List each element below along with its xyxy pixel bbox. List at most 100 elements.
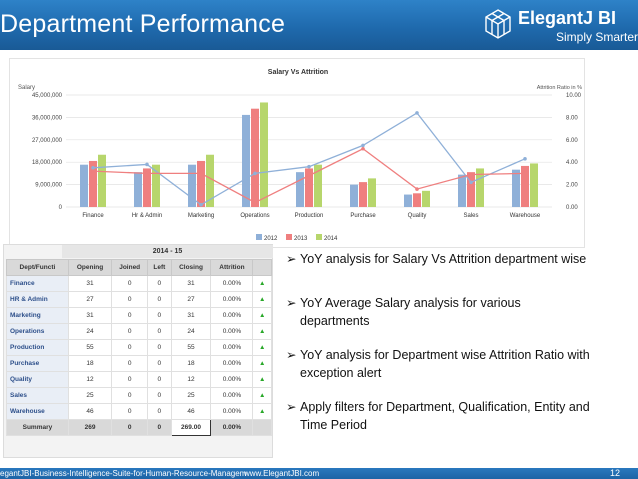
cell-left: 0 (147, 307, 172, 324)
cell-attrition: 0.00% (210, 355, 254, 372)
attrition-point-2013 (361, 146, 365, 151)
cell-opening: 24 (67, 323, 113, 340)
x-tick-label: Quality (408, 213, 427, 219)
y2-tick-label: 2.00 (566, 183, 578, 189)
x-tick-label: Production (295, 213, 324, 219)
arrow-bullet-icon: ➢ (286, 348, 297, 362)
cell-opening: 55 (67, 339, 113, 356)
attrition-point-2012 (361, 143, 365, 148)
attrition-point-2012 (91, 166, 95, 170)
cell-left: 0 (147, 323, 172, 340)
summary-joined: 0 (111, 419, 149, 436)
table-period: 2014 - 15 (62, 245, 273, 258)
bar-2014-operations (260, 102, 268, 207)
cell-closing: 46 (170, 403, 212, 420)
bar-2014-hr-admin (152, 164, 160, 207)
header-dept[interactable]: Dept/Functi (6, 259, 69, 276)
cell-left: 0 (147, 371, 172, 388)
cell-attrition: 0.00% (210, 387, 254, 404)
summary-opening: 269 (67, 419, 113, 436)
cell-left: 0 (147, 291, 172, 308)
bar-2014-sales (476, 168, 484, 207)
attrition-point-2013 (415, 187, 419, 191)
bullet-text: YoY Average Salary analysis for various … (300, 296, 521, 328)
bar-2013-finance (89, 160, 97, 207)
cell-closing: 18 (170, 355, 212, 372)
cell-closing: 12 (170, 371, 212, 388)
brand-name: ElegantJ BI (518, 8, 617, 28)
bar-2012-quality (404, 194, 412, 207)
cell-attrition: 0.00% (210, 403, 254, 420)
cell-dept[interactable]: Sales (6, 387, 69, 404)
header-attrition[interactable]: Attrition (210, 259, 254, 276)
cell-dept[interactable]: Quality (6, 371, 69, 388)
cell-joined: 0 (111, 291, 149, 308)
bar-2012-purchase (350, 184, 358, 207)
bar-2013-marketing (197, 160, 205, 207)
cell-opening: 46 (67, 403, 113, 420)
attrition-point-2013 (253, 200, 257, 205)
y2-tick-label: 10.00 (566, 93, 582, 99)
bar-2012-production (296, 172, 304, 207)
attrition-point-2012 (199, 202, 203, 207)
cell-dept[interactable]: Purchase (6, 355, 69, 372)
slide-footer: egantJBI-Business-Intelligence-Suite-for… (0, 468, 638, 479)
x-tick-label: Finance (82, 213, 104, 219)
cell-attrition: 0.00% (210, 275, 254, 292)
cell-dept[interactable]: Marketing (6, 307, 69, 324)
bar-2013-hr-admin (143, 168, 151, 207)
cell-dept[interactable]: Warehouse (6, 403, 69, 420)
header-joined[interactable]: Joined (111, 259, 149, 276)
cell-closing: 55 (170, 339, 212, 356)
y-tick-label: 36,000,000 (32, 115, 63, 121)
arrow-bullet-icon: ➢ (286, 252, 297, 266)
cell-dept[interactable]: HR & Admin (6, 291, 69, 308)
table-row: Production 55 0 0 55 0.00% ▲ (6, 339, 272, 356)
cell-opening: 25 (67, 387, 113, 404)
arrow-bullet-icon: ➢ (286, 400, 297, 414)
up-arrow-icon: ▲ (252, 387, 272, 404)
bullet-item: ➢ YoY analysis for Department wise Attri… (286, 346, 590, 382)
x-tick-label: Sales (463, 213, 478, 219)
header-opening[interactable]: Opening (67, 259, 113, 276)
header-left[interactable]: Left (147, 259, 172, 276)
cell-joined: 0 (111, 323, 149, 340)
up-arrow-icon: ▲ (252, 371, 272, 388)
bar-2012-marketing (188, 164, 196, 207)
attrition-point-2013 (199, 171, 203, 176)
cell-dept[interactable]: Operations (6, 323, 69, 340)
bar-2014-purchase (368, 178, 376, 207)
cell-left: 0 (147, 339, 172, 356)
logo-cube-icon (485, 9, 511, 39)
cell-left: 0 (147, 355, 172, 372)
x-tick-label: Purchase (350, 213, 376, 219)
table-header-row: Dept/Functi Opening Joined Left Closing Attri… (6, 259, 272, 276)
cell-dept[interactable]: Production (6, 339, 69, 356)
y-tick-label: 9,000,000 (35, 183, 62, 189)
summary-label: Summary (6, 419, 69, 436)
header-closing[interactable]: Closing (170, 259, 212, 276)
x-tick-label: Marketing (188, 213, 214, 219)
chart-panel: Salary Vs Attrition Salary Attrition Ratio… (9, 58, 585, 248)
header-flag[interactable] (252, 259, 272, 276)
y-axis-label: Salary (18, 85, 35, 91)
bullet-item: ➢ YoY Average Salary analysis for variou… (286, 294, 590, 330)
attrition-point-2012 (253, 171, 257, 176)
bar-2013-operations (251, 108, 259, 207)
attrition-point-2013 (469, 172, 473, 177)
bar-2013-sales (467, 172, 475, 207)
y2-tick-label: 8.00 (566, 115, 578, 121)
cell-attrition: 0.00% (210, 339, 254, 356)
slide-header: Department Performance ElegantJ BI Simpl… (0, 0, 638, 50)
up-arrow-icon: ▲ (252, 275, 272, 292)
cell-joined: 0 (111, 371, 149, 388)
footer-url-link[interactable]: www.ElegantJBI.com (244, 469, 320, 478)
cell-left: 0 (147, 275, 172, 292)
cell-dept[interactable]: Finance (6, 275, 69, 292)
footer-document-name: egantJBI-Business-Intelligence-Suite-for… (0, 469, 247, 478)
bullet-text: Apply filters for Department, Qualificat… (300, 400, 590, 432)
table-row: Warehouse 46 0 0 46 0.00% ▲ (6, 403, 272, 420)
bar-2014-quality (422, 190, 430, 207)
cell-closing: 27 (170, 291, 212, 308)
cell-closing: 25 (170, 387, 212, 404)
